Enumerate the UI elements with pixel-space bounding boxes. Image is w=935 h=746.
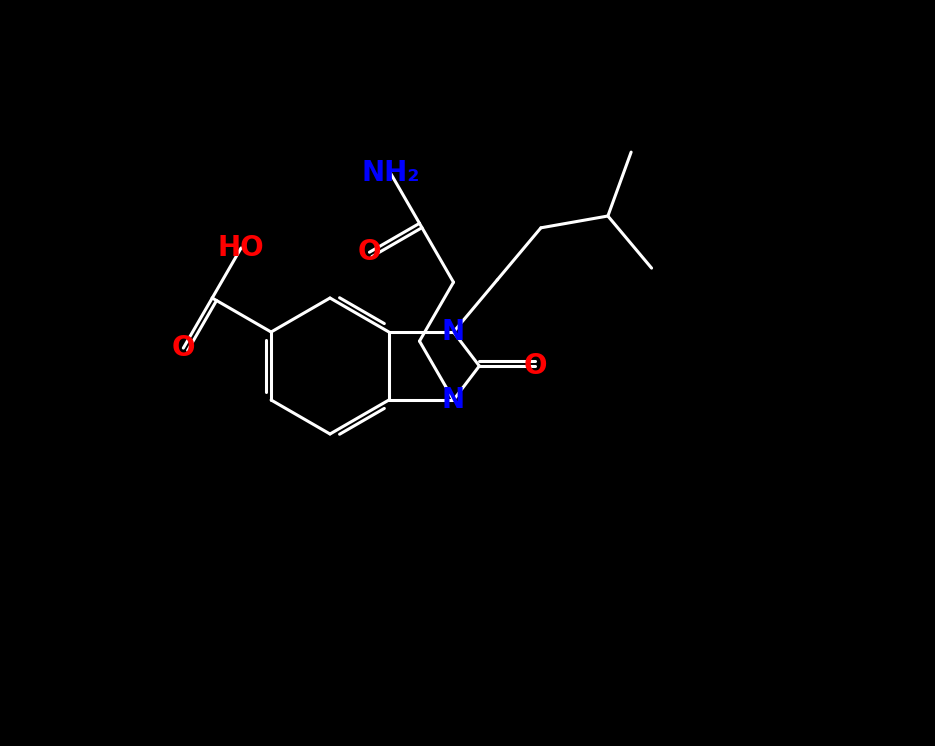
Text: NH₂: NH₂: [362, 160, 420, 187]
Text: O: O: [358, 238, 381, 266]
Text: N: N: [442, 318, 465, 346]
Text: HO: HO: [218, 234, 265, 262]
Text: N: N: [442, 386, 465, 414]
Text: O: O: [171, 334, 195, 362]
Text: O: O: [524, 352, 547, 380]
